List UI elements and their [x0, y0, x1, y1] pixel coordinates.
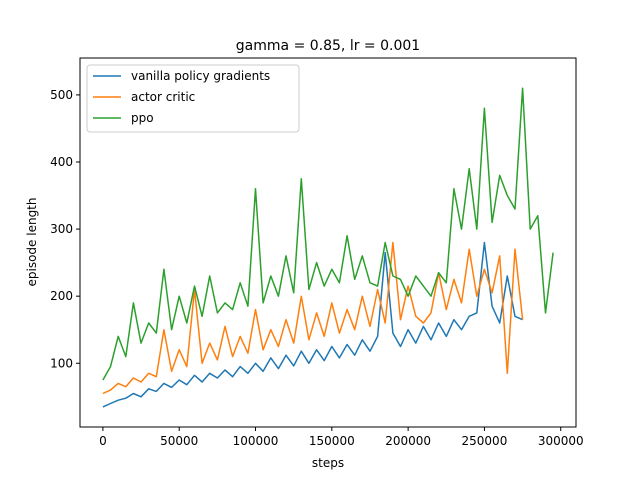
- plot-frame: [79, 57, 577, 428]
- x-tick-label: 200000: [385, 434, 431, 448]
- x-tick-label: 50000: [160, 434, 198, 448]
- y-tick-label: 400: [50, 155, 73, 169]
- legend-label-1: actor critic: [131, 90, 195, 104]
- y-tick-label: 200: [50, 289, 73, 303]
- legend: vanilla policy gradients actor critic ppo: [86, 64, 300, 133]
- series-line-1: [102, 241, 524, 395]
- y-tick-label: 300: [50, 222, 73, 236]
- legend-box: [86, 64, 300, 133]
- legend-label-0: vanilla policy gradients: [131, 69, 270, 83]
- legend-label-2: ppo: [131, 111, 154, 125]
- x-tick-label: 150000: [309, 434, 355, 448]
- series-line-2: [102, 87, 554, 381]
- x-tick-label: 250000: [462, 434, 508, 448]
- x-tick-label: 0: [99, 434, 107, 448]
- x-axis-label: steps: [312, 456, 344, 470]
- x-axis: 0 50000 100000 150000 200000 250000 300000: [99, 427, 584, 448]
- series-layer: [102, 87, 554, 408]
- x-tick-label: 100000: [233, 434, 279, 448]
- series-line-0: [102, 241, 523, 408]
- y-tick-label: 500: [50, 88, 73, 102]
- y-tick-label: 100: [50, 356, 73, 370]
- x-tick-label: 300000: [538, 434, 584, 448]
- y-axis: 100 200 300 400 500: [50, 88, 80, 370]
- y-axis-label: episode length: [25, 198, 39, 287]
- chart-title: gamma = 0.85, lr = 0.001: [236, 38, 420, 54]
